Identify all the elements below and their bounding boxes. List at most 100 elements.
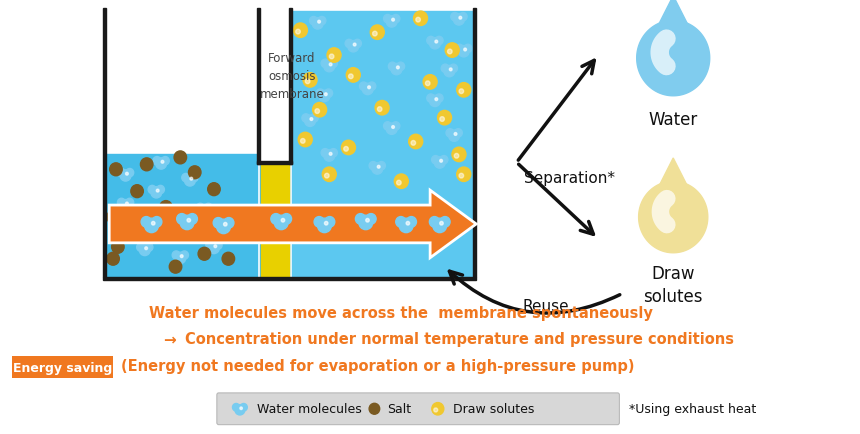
Circle shape — [324, 174, 329, 179]
Circle shape — [456, 45, 464, 53]
Circle shape — [188, 167, 201, 179]
Text: Water molecules move across the  membrane spontaneously: Water molecules move across the membrane… — [150, 306, 654, 321]
Circle shape — [416, 18, 421, 23]
Circle shape — [224, 218, 234, 229]
Circle shape — [144, 219, 158, 233]
Circle shape — [298, 133, 312, 148]
Circle shape — [120, 170, 131, 182]
Circle shape — [224, 223, 227, 227]
Circle shape — [217, 220, 230, 234]
Circle shape — [319, 91, 330, 102]
Circle shape — [359, 216, 372, 230]
Circle shape — [112, 241, 124, 254]
Circle shape — [434, 158, 445, 169]
Circle shape — [175, 253, 186, 264]
Circle shape — [439, 217, 450, 227]
Circle shape — [451, 13, 459, 22]
Bar — [260, 165, 289, 277]
Circle shape — [435, 41, 438, 44]
Circle shape — [359, 83, 367, 91]
Circle shape — [190, 174, 198, 182]
Circle shape — [181, 255, 183, 258]
Circle shape — [396, 67, 399, 69]
Circle shape — [429, 217, 439, 227]
Circle shape — [310, 118, 313, 121]
Circle shape — [281, 214, 292, 225]
Circle shape — [378, 166, 380, 169]
Circle shape — [444, 66, 455, 78]
Circle shape — [459, 13, 467, 22]
Circle shape — [274, 216, 288, 230]
Circle shape — [372, 163, 383, 175]
Circle shape — [347, 69, 360, 83]
Polygon shape — [636, 21, 710, 96]
Circle shape — [165, 215, 176, 226]
Bar — [257, 9, 260, 165]
Circle shape — [313, 103, 327, 118]
Circle shape — [423, 76, 437, 90]
Circle shape — [126, 173, 128, 176]
Circle shape — [222, 253, 235, 266]
Polygon shape — [653, 0, 693, 42]
Circle shape — [441, 65, 449, 73]
Circle shape — [126, 203, 128, 205]
Circle shape — [271, 214, 281, 225]
Circle shape — [445, 44, 459, 58]
Circle shape — [369, 162, 378, 171]
Circle shape — [196, 204, 204, 212]
Bar — [473, 9, 476, 277]
Circle shape — [392, 16, 400, 24]
Circle shape — [341, 141, 355, 155]
Circle shape — [161, 157, 169, 165]
Circle shape — [240, 404, 248, 411]
Circle shape — [304, 116, 316, 127]
Circle shape — [396, 63, 405, 71]
Circle shape — [329, 149, 337, 158]
Circle shape — [300, 139, 305, 144]
Circle shape — [293, 24, 307, 38]
Circle shape — [347, 42, 359, 53]
Circle shape — [427, 95, 435, 103]
Text: →: → — [163, 332, 175, 346]
Circle shape — [240, 407, 243, 410]
Circle shape — [446, 129, 454, 138]
Circle shape — [457, 83, 470, 98]
Bar — [257, 162, 292, 165]
Text: Draw solutes: Draw solutes — [453, 402, 535, 415]
Circle shape — [181, 174, 190, 182]
Circle shape — [433, 219, 446, 233]
Circle shape — [148, 186, 157, 194]
Circle shape — [208, 183, 220, 196]
Circle shape — [399, 219, 413, 233]
Circle shape — [386, 124, 397, 135]
Circle shape — [107, 211, 120, 224]
Text: *Using exhaust heat: *Using exhaust heat — [629, 402, 756, 415]
Circle shape — [433, 408, 438, 412]
Circle shape — [323, 61, 335, 72]
Circle shape — [151, 222, 155, 226]
Circle shape — [180, 216, 194, 230]
Circle shape — [305, 80, 310, 85]
Circle shape — [464, 49, 466, 52]
Circle shape — [344, 147, 348, 152]
Circle shape — [126, 199, 133, 207]
Circle shape — [317, 21, 321, 24]
Circle shape — [137, 243, 144, 252]
Bar — [292, 12, 473, 277]
Circle shape — [392, 122, 400, 131]
Circle shape — [362, 84, 373, 95]
Text: Forward
osmosis
membrane: Forward osmosis membrane — [260, 52, 324, 101]
Circle shape — [323, 151, 335, 162]
Bar — [103, 9, 107, 277]
Circle shape — [395, 174, 408, 189]
Circle shape — [345, 40, 353, 49]
Circle shape — [454, 154, 459, 159]
Circle shape — [324, 222, 328, 226]
Circle shape — [459, 17, 462, 20]
Circle shape — [396, 217, 406, 227]
Circle shape — [312, 19, 323, 30]
Circle shape — [157, 186, 164, 194]
Bar — [107, 155, 257, 277]
Circle shape — [153, 157, 161, 165]
Circle shape — [454, 133, 457, 136]
